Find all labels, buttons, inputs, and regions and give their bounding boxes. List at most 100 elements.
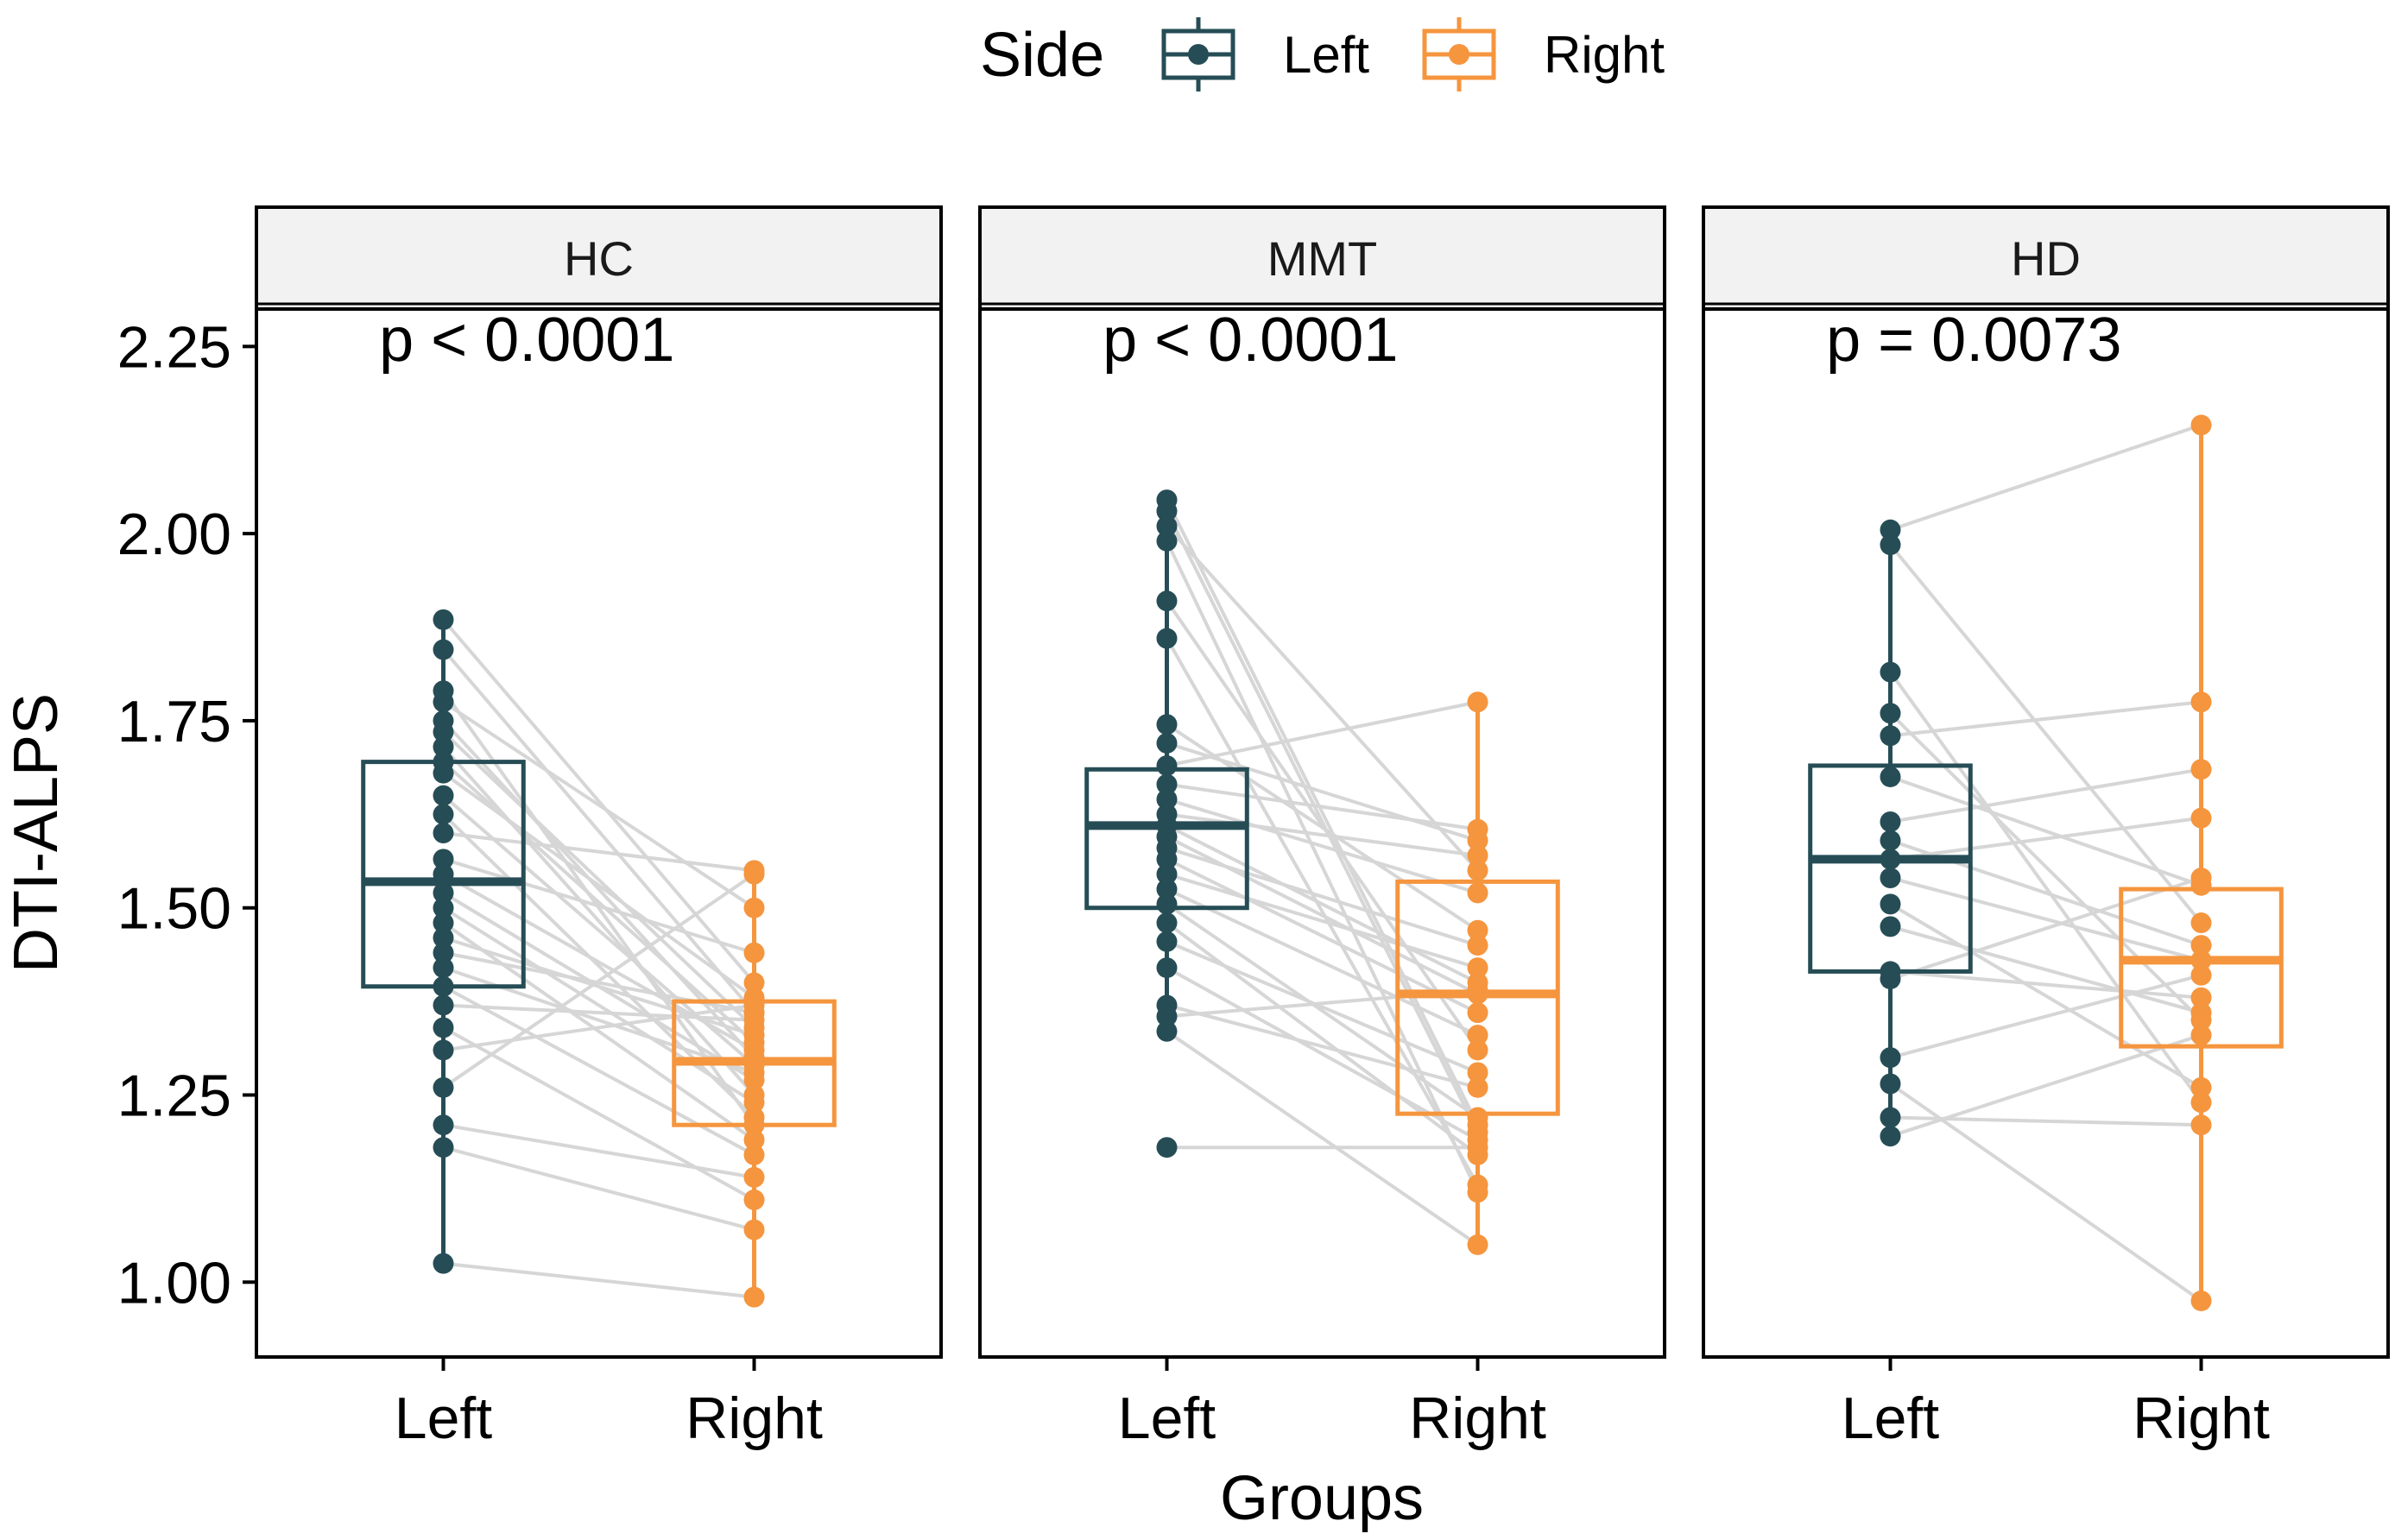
point-right [1467, 919, 1488, 941]
point-right [1467, 1107, 1488, 1128]
point-left [1880, 830, 1901, 851]
pair-line [1166, 902, 1479, 1120]
point-right [2190, 912, 2212, 934]
pair-line [1166, 887, 1479, 1037]
point-right [743, 1009, 765, 1031]
point-left [1880, 725, 1901, 747]
pair-line [1888, 543, 2203, 925]
pair-line [442, 872, 755, 1052]
pair-line [1166, 966, 1479, 1142]
pair-line [1166, 798, 1479, 895]
point-right [2190, 950, 2212, 971]
point-left [433, 609, 454, 630]
point-left [1156, 879, 1178, 900]
legend-entry-label: Left [1283, 26, 1369, 84]
point-right [1467, 691, 1488, 713]
point-right [1467, 1174, 1488, 1196]
point-right [743, 1092, 765, 1114]
point-left [1880, 868, 1901, 889]
point-right [2190, 1114, 2212, 1136]
point-right [1467, 1039, 1488, 1061]
point-right [1467, 882, 1488, 904]
point-left [1156, 1020, 1178, 1042]
pair-line [443, 1003, 755, 1022]
point-left [1156, 773, 1178, 795]
point-left [1156, 732, 1178, 754]
x-tick-label: Right [2133, 1385, 2270, 1451]
box-right [2119, 425, 2284, 1301]
point-left [433, 994, 454, 1016]
pair-line [1889, 1033, 2202, 1139]
point-left [433, 957, 454, 979]
pair-line [442, 1146, 755, 1232]
point-left [1880, 893, 1901, 915]
point-left [433, 897, 454, 918]
point-left [433, 721, 454, 742]
point-right [1467, 1076, 1488, 1098]
point-left [1156, 1137, 1178, 1158]
y-tick-label: 2.25 [117, 314, 231, 380]
point-right [1467, 980, 1488, 1001]
point-right [743, 1144, 765, 1165]
point-left [433, 762, 454, 784]
point-left [1156, 957, 1178, 979]
point-left [433, 927, 454, 949]
point-left [1880, 519, 1901, 540]
point-right [743, 1039, 765, 1061]
point-right [743, 942, 765, 963]
pair-line [1166, 782, 1478, 831]
point-right [743, 1219, 765, 1240]
point-left [1880, 811, 1901, 832]
point-right [1467, 1025, 1488, 1046]
facet-hd: HD Left Right p = 0.0073 [1702, 205, 2390, 1451]
pair-line [1166, 700, 1478, 767]
point-left [1880, 916, 1901, 937]
point-left [1156, 628, 1178, 649]
point-left [1880, 661, 1901, 683]
point-left [1156, 754, 1178, 776]
pair-line [1889, 925, 2202, 1015]
point-left [1880, 969, 1901, 990]
point-left [433, 1039, 454, 1061]
point-right [2190, 935, 2212, 956]
point-right [1467, 1062, 1488, 1083]
p-value-label: p < 0.0001 [379, 306, 674, 375]
y-axis-title: DTI-ALPS [2, 693, 71, 973]
pair-line [442, 772, 755, 1000]
point-right [743, 863, 765, 885]
facet-strip-label: MMT [1267, 231, 1378, 286]
point-right [1467, 1234, 1488, 1255]
point-left [1880, 1107, 1901, 1128]
point-right [2190, 414, 2212, 436]
point-left [1156, 530, 1178, 552]
y-tick-label: 1.50 [117, 876, 231, 942]
pair-line [1890, 816, 2202, 862]
pair-line [441, 618, 756, 984]
point-left [1156, 863, 1178, 885]
point-left [1156, 788, 1178, 810]
facet-mmt: MMT Left Right p < 0.0001 [978, 205, 1666, 1451]
point-right [2190, 1290, 2212, 1311]
legend-key-dot [1188, 44, 1209, 65]
x-tick-label: Right [1409, 1385, 1546, 1451]
legend-key-right: Right [1422, 17, 1665, 92]
pair-line [1166, 857, 1479, 1014]
point-right [2190, 759, 2212, 780]
point-left [433, 942, 454, 963]
point-left [433, 1253, 454, 1274]
facet-hc: HC Left Right p < 0.0001 [255, 205, 943, 1451]
point-left [1156, 849, 1178, 870]
point-right [2190, 1025, 2212, 1046]
pair-line [443, 1003, 755, 1052]
pair-line [441, 648, 756, 1014]
point-right [743, 1286, 765, 1308]
pair-line [443, 831, 755, 873]
point-right [2190, 691, 2212, 713]
pair-line [1889, 876, 2202, 981]
point-left [433, 849, 454, 870]
legend-key-left: Left [1161, 17, 1369, 92]
point-right [1467, 957, 1488, 979]
point-right [743, 1025, 765, 1046]
pair-line [1166, 835, 1479, 996]
